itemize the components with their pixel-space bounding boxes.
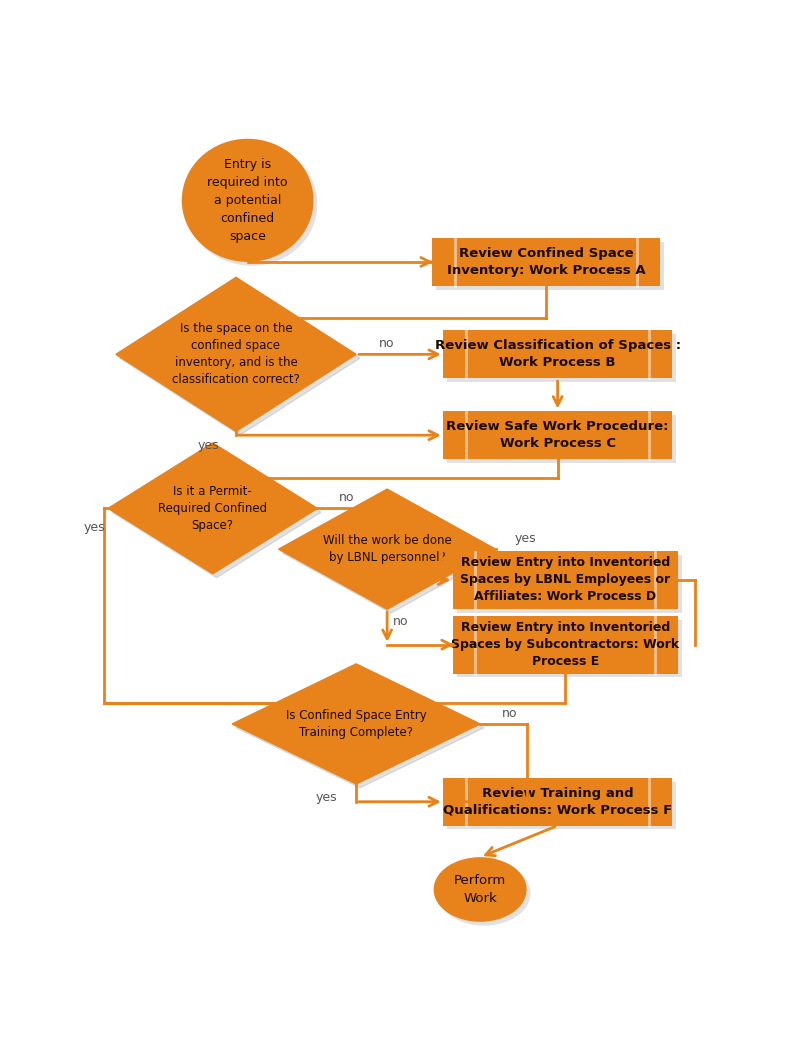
Text: Entry is
required into
a potential
confined
space: Entry is required into a potential confi… [207,158,287,243]
Polygon shape [111,446,321,578]
Ellipse shape [437,861,530,925]
FancyBboxPatch shape [435,242,663,289]
Polygon shape [108,443,317,573]
Polygon shape [236,668,484,788]
Polygon shape [119,281,359,436]
FancyBboxPatch shape [447,334,675,382]
FancyBboxPatch shape [447,416,675,463]
Text: Review Classification of Spaces :
Work Process B: Review Classification of Spaces : Work P… [434,339,680,369]
Text: Review Entry into Inventoried
Spaces by Subcontractors: Work
Process E: Review Entry into Inventoried Spaces by … [451,621,678,668]
Text: Is Confined Space Entry
Training Complete?: Is Confined Space Entry Training Complet… [286,709,426,739]
Polygon shape [282,493,499,613]
FancyBboxPatch shape [456,555,681,613]
FancyBboxPatch shape [443,411,671,459]
Polygon shape [115,278,355,431]
FancyBboxPatch shape [452,551,677,608]
Text: no: no [393,615,408,628]
Text: yes: yes [198,439,220,452]
Text: yes: yes [513,532,535,545]
Polygon shape [232,664,480,784]
FancyBboxPatch shape [452,616,677,673]
Text: no: no [338,491,354,505]
Text: no: no [379,337,395,350]
Text: yes: yes [315,792,337,805]
Polygon shape [278,489,495,610]
Ellipse shape [433,858,526,922]
FancyBboxPatch shape [447,781,675,829]
Text: Is the space on the
confined space
inventory, and is the
classification correct?: Is the space on the confined space inven… [172,322,300,386]
Text: Review Entry into Inventoried
Spaces by LBNL Employees or
Affiliates: Work Proce: Review Entry into Inventoried Spaces by … [460,556,670,603]
Ellipse shape [181,139,313,262]
Text: Will the work be done
by LBNL personnel?: Will the work be done by LBNL personnel? [322,534,451,564]
FancyBboxPatch shape [456,620,681,677]
Text: Is it a Permit-
Required Confined
Space?: Is it a Permit- Required Confined Space? [158,484,267,532]
Text: yes: yes [83,522,105,534]
Text: Perform
Work: Perform Work [453,874,505,905]
Text: Review Safe Work Procedure:
Work Process C: Review Safe Work Procedure: Work Process… [446,420,668,450]
FancyBboxPatch shape [443,331,671,378]
Text: Review Training and
Qualifications: Work Process F: Review Training and Qualifications: Work… [443,787,671,816]
Ellipse shape [185,143,317,266]
FancyBboxPatch shape [443,778,671,826]
FancyBboxPatch shape [431,238,659,286]
Text: no: no [501,707,516,720]
Text: Review Confined Space
Inventory: Work Process A: Review Confined Space Inventory: Work Pr… [446,247,645,277]
